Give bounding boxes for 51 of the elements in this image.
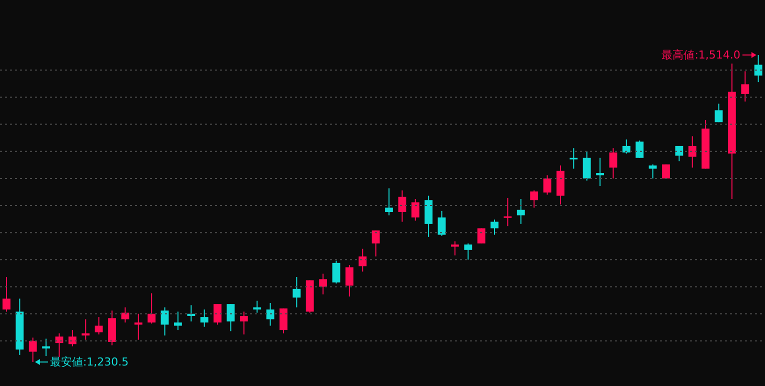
candlestick [42,338,50,357]
candlestick [543,174,552,196]
candlestick [358,248,367,272]
candlestick [438,210,446,236]
candlestick [108,310,116,346]
candlestick [148,292,156,324]
candlestick [675,145,684,162]
candlestick [134,313,142,340]
candlestick [372,230,380,257]
candlestick [504,197,512,227]
candlestick [200,308,208,328]
candlestick [345,264,354,297]
candlestick [741,70,750,102]
candlestick [292,276,301,308]
candlestick [636,140,644,158]
candlestick [648,164,657,179]
candlestick [450,240,459,256]
candlestick [582,150,591,182]
candlestick [94,316,103,335]
candlestick [214,304,222,326]
candlestick [319,273,328,295]
candlestick [253,300,262,314]
annotation: 最高値:1,514.0 [662,48,740,62]
candlestick [596,157,604,187]
candlestick [266,302,274,326]
candlestick [516,198,525,224]
candlestick [160,306,169,336]
candlestick [464,242,472,260]
candlestick [2,276,10,312]
candlestick [754,55,762,83]
candlestick [174,311,182,331]
candlestick [609,148,618,179]
candlestick [570,148,578,170]
annotation: 最安値:1,230.5 [50,356,129,368]
candlestick [385,188,393,216]
candlestick [82,318,90,340]
candlestick [226,304,235,332]
candlestick [688,136,696,168]
candlestick [622,138,630,154]
candlestick [68,330,76,347]
candlestick [28,337,37,362]
candlestick [280,308,288,334]
candlestick [121,306,130,323]
candlestick [411,198,420,222]
candlestick [424,195,433,238]
candlestick [530,190,538,208]
candlestick [398,190,406,222]
candlestick [240,311,248,335]
candlestick [490,219,498,236]
candlestick [714,103,723,123]
candlestick [332,260,340,284]
